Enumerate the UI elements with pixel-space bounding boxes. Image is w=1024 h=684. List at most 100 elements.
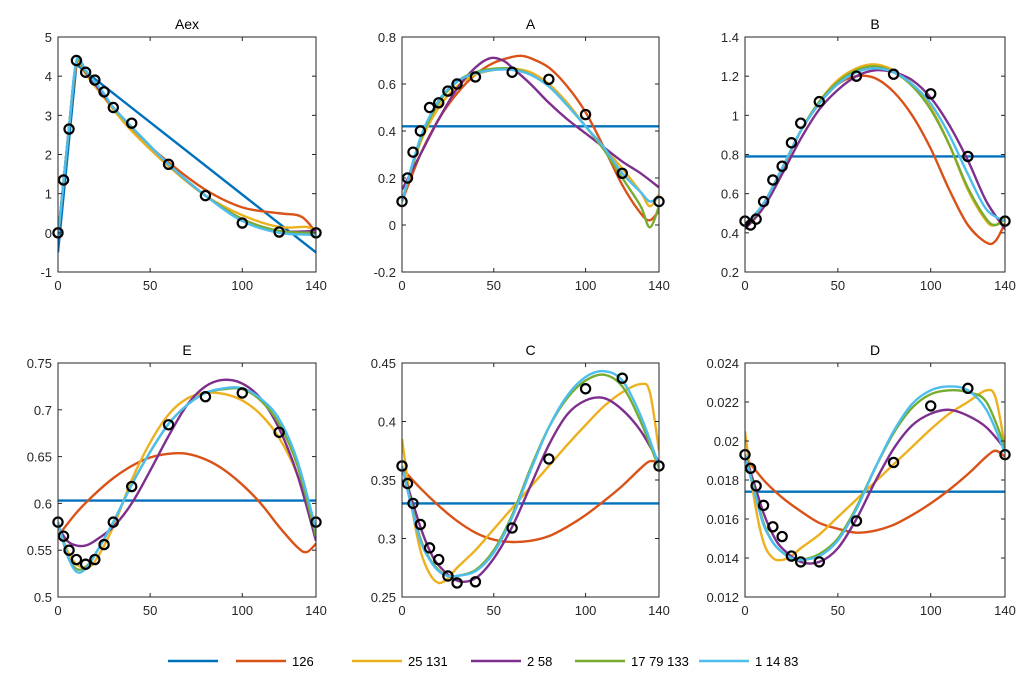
series-line-3 bbox=[745, 68, 1005, 230]
x-tick-label: 0 bbox=[54, 278, 61, 293]
axes-box bbox=[401, 36, 660, 273]
y-tick-label: 0.4 bbox=[721, 226, 739, 241]
y-tick-label: 0.55 bbox=[27, 543, 52, 558]
y-tick-label: 0.4 bbox=[378, 124, 396, 139]
series-lines bbox=[58, 378, 316, 574]
observed-point bbox=[162, 158, 175, 170]
legend: 126 25 131 2 58 17 79 133 1 14 83 bbox=[161, 645, 813, 677]
panel-d: D 0 50 100 140 0.012 0.014 0.016 0.018 0.02 0.022 0… bbox=[706, 342, 1015, 618]
panel-title: B bbox=[870, 16, 879, 32]
y-tick-label: 0.024 bbox=[706, 356, 739, 371]
series-line-3 bbox=[402, 396, 659, 583]
observed-point bbox=[162, 419, 175, 431]
legend-label: 17 79 133 bbox=[631, 654, 689, 669]
observed-point bbox=[98, 538, 110, 551]
observed-point bbox=[79, 558, 92, 570]
x-tick-label: 0 bbox=[741, 603, 748, 618]
observed-point bbox=[767, 174, 779, 186]
y-tick-label: 0.4 bbox=[378, 415, 396, 430]
observed-point bbox=[757, 499, 770, 512]
panel-c: C 0 50 100 140 0.25 0.3 0.35 0.4 0.45 bbox=[371, 342, 670, 618]
y-tick-label: 0.012 bbox=[706, 590, 739, 605]
series-line-1 bbox=[402, 54, 659, 222]
y-tick-label: 4 bbox=[45, 69, 52, 84]
observed-point bbox=[199, 189, 212, 202]
y-tick-label: 0.8 bbox=[721, 148, 739, 163]
x-tick-label: 140 bbox=[648, 278, 670, 293]
series-line-2 bbox=[402, 67, 659, 208]
x-tick-label: 50 bbox=[831, 603, 845, 618]
x-tick-label: 100 bbox=[575, 603, 597, 618]
observed-point bbox=[767, 521, 779, 533]
observed-point bbox=[407, 146, 419, 158]
legend-entry-3: 2 58 bbox=[471, 654, 552, 669]
y-tick-label: 1.2 bbox=[721, 69, 739, 84]
x-tick-label: 100 bbox=[575, 278, 597, 293]
y-tick-label: 0.3 bbox=[378, 532, 396, 547]
x-tick-label: 140 bbox=[994, 603, 1016, 618]
legend-label: 1 14 83 bbox=[755, 654, 798, 669]
series-line-4 bbox=[402, 66, 659, 229]
observed-point bbox=[757, 195, 770, 208]
x-tick-label: 0 bbox=[398, 603, 405, 618]
observed-point bbox=[506, 522, 518, 534]
legend-label: 2 58 bbox=[527, 654, 552, 669]
observed-point bbox=[543, 453, 555, 465]
observed-point bbox=[89, 553, 101, 566]
observed-point bbox=[887, 456, 900, 469]
y-tick-label: 0.65 bbox=[27, 450, 52, 465]
panel-b: B 0 50 100 140 0.2 0.4 0.6 0.8 1 1.2 1.4 bbox=[721, 16, 1016, 293]
observed-point bbox=[442, 85, 454, 97]
series-line-1 bbox=[745, 449, 1005, 534]
series-line-5 bbox=[58, 386, 316, 574]
y-tick-label: 0.2 bbox=[721, 265, 739, 280]
observed-points bbox=[396, 372, 665, 589]
observed-points bbox=[739, 382, 1011, 568]
observed-point bbox=[795, 556, 807, 568]
series-line-3 bbox=[402, 56, 659, 191]
y-tick-label: 0.35 bbox=[371, 473, 396, 488]
y-tick-label: 0.25 bbox=[371, 590, 396, 605]
y-tick-label: 0.6 bbox=[378, 77, 396, 92]
y-tick-label: 3 bbox=[45, 108, 52, 123]
panel-e: E 0 50 100 140 0.5 0.55 0.6 0.65 0.7 0.75 bbox=[27, 342, 327, 618]
x-tick-label: 140 bbox=[994, 278, 1016, 293]
axes-box bbox=[57, 362, 317, 598]
observed-point bbox=[813, 556, 825, 568]
y-tick-label: 0.6 bbox=[34, 496, 52, 511]
y-tick-label: 0.2 bbox=[378, 171, 396, 186]
series-line-4 bbox=[402, 373, 659, 578]
observed-point bbox=[795, 117, 807, 129]
y-tick-label: 1 bbox=[45, 187, 52, 202]
observed-point bbox=[63, 544, 75, 556]
series-lines bbox=[402, 54, 659, 229]
observed-point bbox=[506, 66, 518, 78]
y-tick-label: 0.014 bbox=[706, 551, 739, 566]
panel-title: E bbox=[182, 342, 191, 358]
observed-point bbox=[469, 71, 482, 83]
legend-label: 25 131 bbox=[408, 654, 448, 669]
x-tick-label: 50 bbox=[487, 278, 501, 293]
observed-point bbox=[98, 86, 110, 98]
observed-points bbox=[52, 387, 322, 570]
x-tick-label: 100 bbox=[231, 278, 253, 293]
x-tick-label: 50 bbox=[831, 278, 845, 293]
y-tick-label: 0.016 bbox=[706, 512, 739, 527]
observed-point bbox=[442, 570, 454, 582]
observed-point bbox=[962, 382, 974, 395]
observed-point bbox=[744, 462, 757, 474]
observed-point bbox=[451, 78, 463, 90]
series-line-5 bbox=[402, 369, 659, 578]
observed-point bbox=[850, 70, 863, 82]
observed-point bbox=[750, 213, 762, 225]
observed-point bbox=[451, 577, 463, 589]
observed-point bbox=[813, 95, 825, 108]
x-tick-label: 140 bbox=[305, 603, 327, 618]
series-line-2 bbox=[745, 63, 1005, 228]
y-tick-label: 0.018 bbox=[706, 473, 739, 488]
observed-points bbox=[739, 68, 1011, 231]
observed-point bbox=[776, 530, 788, 543]
observed-point bbox=[750, 480, 762, 492]
series-line-0 bbox=[58, 63, 316, 254]
